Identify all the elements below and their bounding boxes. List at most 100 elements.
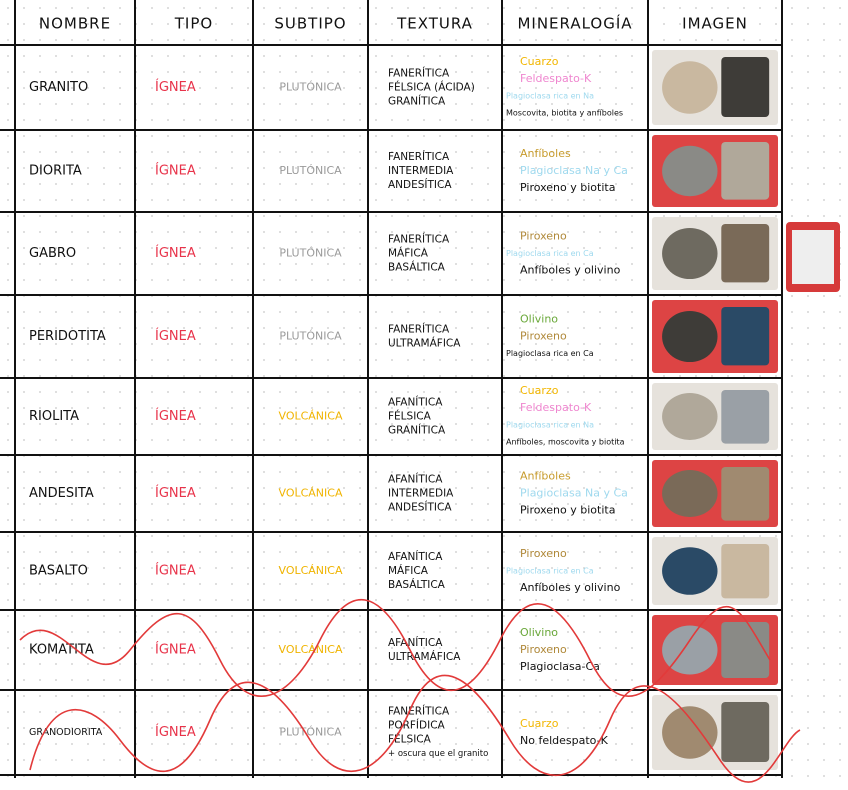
mineral-line: Anfíboles [520, 470, 571, 483]
images [652, 50, 840, 770]
texture-line: MÁFICA [388, 247, 429, 260]
rock-specimen [721, 544, 770, 599]
texture-line: FÉLSICA [388, 733, 432, 746]
mineral-line: Piroxeno y biotita [520, 504, 615, 517]
mineral-line: Plagioclasa rica en Ca [506, 567, 594, 576]
texture-line: ANDESÍTICA [388, 501, 452, 514]
rock-specimen [721, 622, 770, 678]
rock-specimen [662, 706, 718, 759]
rock-specimen [721, 57, 770, 117]
rock-specimen [662, 227, 718, 280]
rock-specimen [721, 467, 770, 521]
texture-line: BASÁLTICA [388, 578, 446, 591]
mineral-line: Olivino [520, 313, 558, 326]
texture-line: MÁFICA [388, 564, 429, 577]
rock-name: GABRO [29, 246, 76, 261]
rock-specimen [721, 307, 770, 366]
rock-specimen [792, 230, 834, 284]
rock-type: ÍGNEA [155, 642, 196, 658]
mineral-line: Feldespato-K [520, 401, 592, 414]
column-header: TIPO [174, 15, 213, 33]
mineral-line: Piroxeno [520, 330, 567, 343]
mineral-line: Anfíboles [520, 147, 571, 160]
mineral-line: Cuarzo [520, 55, 559, 68]
texture-line: AFANÍTICA [388, 550, 443, 563]
column-header: TEXTURA [396, 15, 473, 33]
texture-line: ULTRAMÁFICA [388, 337, 461, 350]
rock-subtype: VOLCÁNICA [278, 410, 342, 423]
rock-specimen [662, 393, 718, 440]
mineral-line: Piroxeno [520, 230, 567, 243]
column-header: MINERALOGÍA [517, 14, 632, 33]
rock-specimen [662, 310, 718, 363]
rock-name: DIORITA [29, 164, 82, 179]
column-header: SUBTIPO [274, 15, 346, 33]
texture-line: FANERÍTICA [388, 150, 450, 163]
rock-specimen [662, 547, 718, 595]
mineral-line: Plagioclasa rica en Na [506, 421, 594, 430]
rock-subtype: PLUTÓNICA [279, 81, 342, 94]
texture-line: AFANÍTICA [388, 473, 443, 486]
mineral-line: Feldespato-K [520, 72, 592, 85]
rock-name: BASALTO [29, 564, 88, 579]
mineral-line: Cuarzo [520, 384, 559, 397]
texture-line: ULTRAMÁFICA [388, 650, 461, 663]
scribbles [19, 598, 801, 783]
rock-type: ÍGNEA [155, 563, 196, 579]
mineral-line: Plagioclasa rica en Ca [506, 349, 594, 358]
rock-name: ANDESITA [29, 486, 94, 501]
rock-specimen [721, 224, 770, 283]
rock-name: GRANITO [29, 80, 88, 95]
rock-specimen [721, 702, 770, 762]
mineral-line: Plagioclasa rica en Na [506, 92, 594, 101]
rock-specimen [721, 390, 770, 444]
rock-specimen [662, 625, 718, 675]
mineral-line: Piroxeno y biotita [520, 181, 615, 194]
rock-subtype: PLUTÓNICA [279, 164, 342, 177]
texture-line: + oscura que el granito [388, 749, 488, 759]
texture-line: PORFÍDICA [388, 719, 446, 732]
mineral-line: No feldespato-K [520, 734, 609, 747]
texture-line: FÉLSICA (ÁCIDA) [388, 81, 475, 94]
mineral-line: Piroxeno [520, 547, 567, 560]
texture-line: ANDESÍTICA [388, 178, 452, 191]
rock-name: PERIDOTITA [29, 329, 106, 344]
rock-specimen [662, 470, 718, 517]
texture-line: INTERMEDIA [388, 488, 454, 500]
texture-line: GRANÍTICA [388, 424, 446, 437]
rock-subtype: PLUTÓNICA [279, 726, 342, 739]
mineral-line: Anfíboles, moscovita y biotita [506, 438, 625, 447]
rock-specimen [662, 145, 718, 197]
rock-name: KOMATITA [29, 643, 94, 658]
mineral-line: Piroxeno [520, 643, 567, 656]
texture-line: FANERÍTICA [388, 323, 450, 336]
texture-line: FANERÍTICA [388, 705, 450, 718]
mineral-line: Moscovita, biotita y anfíboles [506, 109, 623, 118]
rock-type: ÍGNEA [155, 408, 196, 424]
texture-line: FANERÍTICA [388, 67, 450, 80]
rock-type: ÍGNEA [155, 163, 196, 179]
mineral-line: Plagioclasa-Ca [520, 660, 600, 673]
texture-line: FANERÍTICA [388, 233, 450, 246]
texture-line: INTERMEDIA [388, 165, 454, 177]
texture-line: GRANÍTICA [388, 95, 446, 108]
mineral-line: Cuarzo [520, 717, 559, 730]
rock-specimen [721, 142, 770, 200]
column-header: IMAGEN [682, 15, 748, 33]
column-header: NOMBRE [39, 15, 111, 33]
mineral-line: Olivino [520, 626, 558, 639]
table: NOMBRE TIPO SUBTIPO TEXTURA MINERALOGÍA IMAGE… [0, 0, 783, 778]
rock-type: ÍGNEA [155, 328, 196, 344]
rock-type: ÍGNEA [155, 724, 196, 740]
texture-line: BASÁLTICA [388, 261, 446, 274]
rock-name: RIOLITA [29, 409, 79, 424]
rock-type: ÍGNEA [155, 485, 196, 501]
rock-subtype: VOLCÁNICA [278, 487, 342, 500]
rock-name: GRANODIORITA [29, 727, 103, 738]
mineral-line: Anfíboles y olivino [520, 581, 621, 594]
mineral-line: Plagioclasa Na y Ca [520, 487, 628, 500]
rock-type: ÍGNEA [155, 245, 196, 261]
mineral-line: Anfíboles y olivino [520, 264, 621, 277]
